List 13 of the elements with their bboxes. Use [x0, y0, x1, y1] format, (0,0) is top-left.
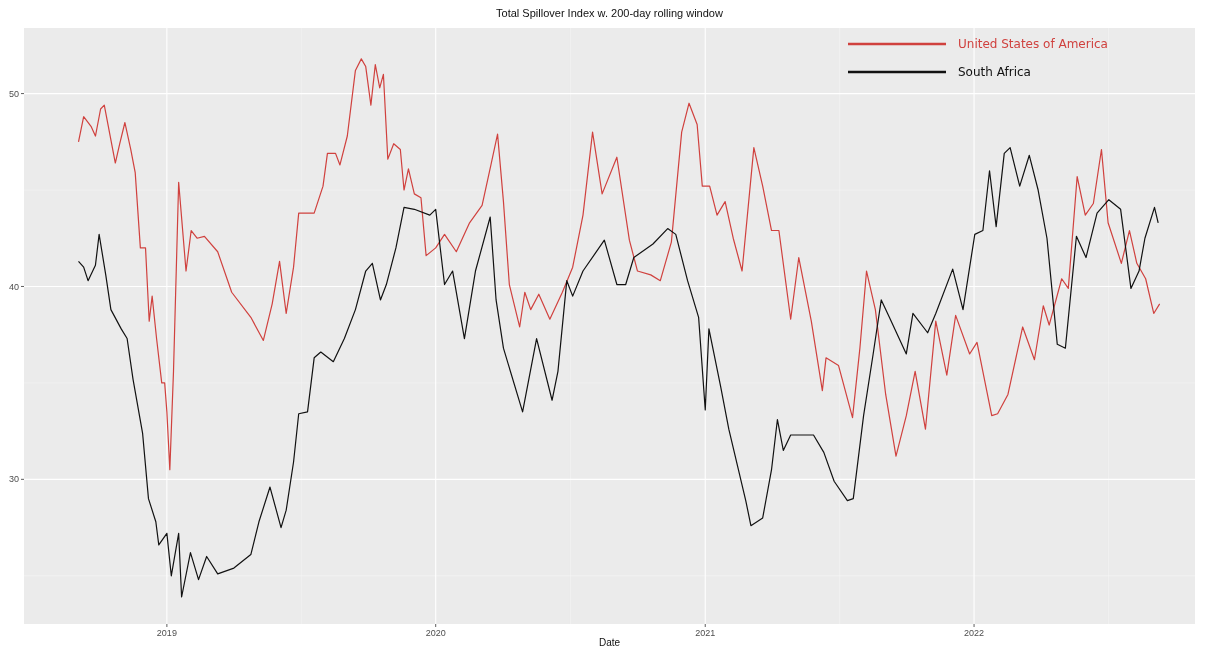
- text: South Africa: [958, 65, 1031, 80]
- x-axis-title: Date: [598, 637, 621, 648]
- x-tick-label: 2020: [425, 628, 446, 638]
- y-tick-label: 40: [8, 281, 19, 292]
- y-tick-label: 50: [8, 88, 19, 99]
- x-tick-label: 2022: [964, 628, 985, 638]
- x-tick-label: 2021: [695, 628, 716, 638]
- chart-title: Total Spillover Index w. 200-day rolling window: [496, 7, 723, 19]
- y-tick-label: 30: [8, 474, 19, 485]
- text: United States of America: [958, 37, 1108, 52]
- line-series: [77, 146, 1159, 598]
- x-tick-label: 2019: [156, 628, 177, 638]
- line-series: [77, 58, 1161, 471]
